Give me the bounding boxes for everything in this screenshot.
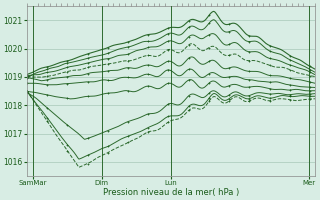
X-axis label: Pression niveau de la mer( hPa ): Pression niveau de la mer( hPa ) [103,188,239,197]
